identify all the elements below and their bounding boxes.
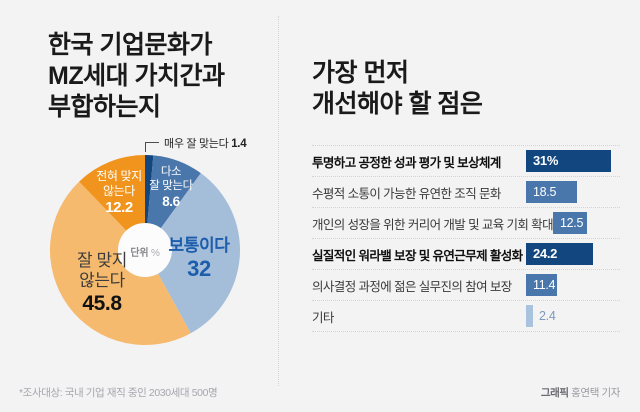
bar-track: 2.4 [526,305,620,327]
pie-label-neutral-text: 보통이다 [168,236,230,255]
pie-label-neutral: 보통이다 32 [163,235,235,281]
right-chart-title: 가장 먼저 개선해야 할 점은 [312,58,483,120]
bar-label: 기타 [312,310,334,325]
left-title-line-3: 부합하는지 [48,93,161,121]
bar-track: 18.5 [526,181,620,203]
bar-fill [526,274,557,296]
bar-value: 31% [533,153,559,168]
pie-value-somewhat-well: 8.6 [162,194,180,209]
pie-slice [145,155,201,250]
donut-hole [118,223,172,277]
bar-track: 12.5 [552,212,640,234]
pie-svg [49,155,241,346]
callout-leader-line [145,142,159,152]
pie-value-not-well: 45.8 [82,292,122,315]
bar-row-work-life-balance: 실질적인 워라밸 보장 및 유연근무제 활성화 24.2 [312,239,620,270]
pie-slice [145,173,241,334]
bar-fill [526,305,533,327]
bar-track: 31% [526,150,620,172]
bar-row-decision-participation: 의사결정 과정에 젊은 실무진의 참여 보장 11.4 [312,270,620,301]
bar-row-etc: 기타 2.4 [312,301,620,332]
graphic-credit-name: 홍연택 기자 [568,387,620,399]
bar-row-transparent-evaluation: 투명하고 공정한 성과 평가 및 보상체계 31% [312,146,620,177]
survey-note: *조사대상: 국내 기업 재직 중인 2030세대 500명 [19,387,218,399]
pie-label-not-well: 잘 맞지 않는다 45.8 [65,251,139,314]
bar-row-horizontal-communication: 수평적 소통이 가능한 유연한 조직 문화 18.5 [312,177,620,208]
bar-fill [552,212,587,234]
pie-label-not-at-all: 전혀 맞지 않는다 12.2 [83,169,155,215]
left-title-line-1: 한국 기업문화가 [48,31,212,59]
pie-label-very-well-text: 매우 잘 맞는다 [164,138,229,150]
right-title-line-2: 개선해야 할 점은 [312,90,483,118]
bar-value: 2.4 [539,309,556,323]
pie-value-very-well: 1.4 [231,138,247,150]
bar-value: 12.5 [559,216,584,230]
pie-label-not-at-all-line-1: 전혀 맞지 [96,169,142,183]
pie-chart: 매우 잘 맞는다 1.4 다소 잘 맞는다 8.6 전혀 맞지 않는다 12.2… [45,138,247,350]
pie-unit-label: 단위 % [115,244,175,259]
left-title-line-2: MZ세대 가치간과 [48,62,225,90]
bar-fill [526,150,611,172]
pie-label-not-at-all-line-2: 않는다 [103,184,135,198]
bar-label: 실질적인 워라밸 보장 및 유연근무제 활성화 [312,248,523,263]
pie-label-very-well: 매우 잘 맞는다 1.4 [164,135,247,151]
bar-fill [526,243,593,265]
pie-slice [49,181,191,346]
vertical-dotted-divider [278,16,279,386]
bar-chart: 투명하고 공정한 성과 평가 및 보상체계 31% 수평적 소통이 가능한 유연… [312,145,620,332]
graphic-credit: 그래픽 홍연택 기자 [540,385,621,400]
pie-label-somewhat-line-2: 잘 맞는다 [149,180,193,192]
pie-label-somewhat-line-1: 다소 [160,166,182,178]
bar-value: 18.5 [533,185,557,199]
bar-fill [526,181,577,203]
bar-label: 투명하고 공정한 성과 평가 및 보상체계 [312,155,501,170]
graphic-credit-label: 그래픽 [540,387,569,399]
bar-track: 24.2 [526,243,620,265]
unit-percent-sign: % [150,248,160,259]
bar-value: 11.4 [533,278,556,292]
bar-value: 24.2 [533,246,558,261]
unit-text: 단위 [130,248,149,259]
pie-value-neutral: 32 [187,256,211,281]
bar-label: 개인의 성장을 위한 커리어 개발 및 교육 기회 확대 [312,217,554,232]
bar-label: 수평적 소통이 가능한 유연한 조직 문화 [312,186,501,201]
pie-label-not-well-line-2: 않는다 [79,271,125,290]
pie-callout-very-well: 매우 잘 맞는다 1.4 [145,135,247,152]
pie-label-somewhat-well: 다소 잘 맞는다 8.6 [142,165,200,209]
bar-row-career-development: 개인의 성장을 위한 커리어 개발 및 교육 기회 확대 12.5 [312,208,620,239]
pie-label-not-well-line-1: 잘 맞지 [76,251,128,270]
bar-track: 11.4 [526,274,620,296]
left-chart-title: 한국 기업문화가 MZ세대 가치간과 부합하는지 [48,30,225,123]
pie-slice [79,155,145,250]
bar-label: 의사결정 과정에 젊은 실무진의 참여 보장 [312,279,512,294]
right-title-line-1: 가장 먼저 [312,59,409,87]
pie-value-not-at-all: 12.2 [105,199,133,216]
